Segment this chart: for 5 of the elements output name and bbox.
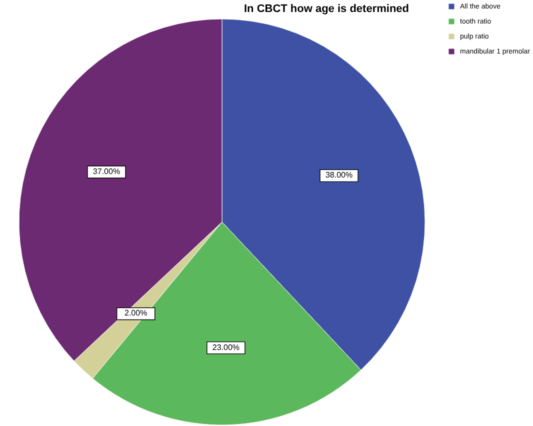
data-label: 37.00% [92,167,120,176]
data-label: 23.00% [212,342,240,352]
data-label: 2.00% [124,308,148,318]
data-label: 38.00% [325,170,353,180]
chart-title: In CBCT how age is determined [244,3,410,15]
